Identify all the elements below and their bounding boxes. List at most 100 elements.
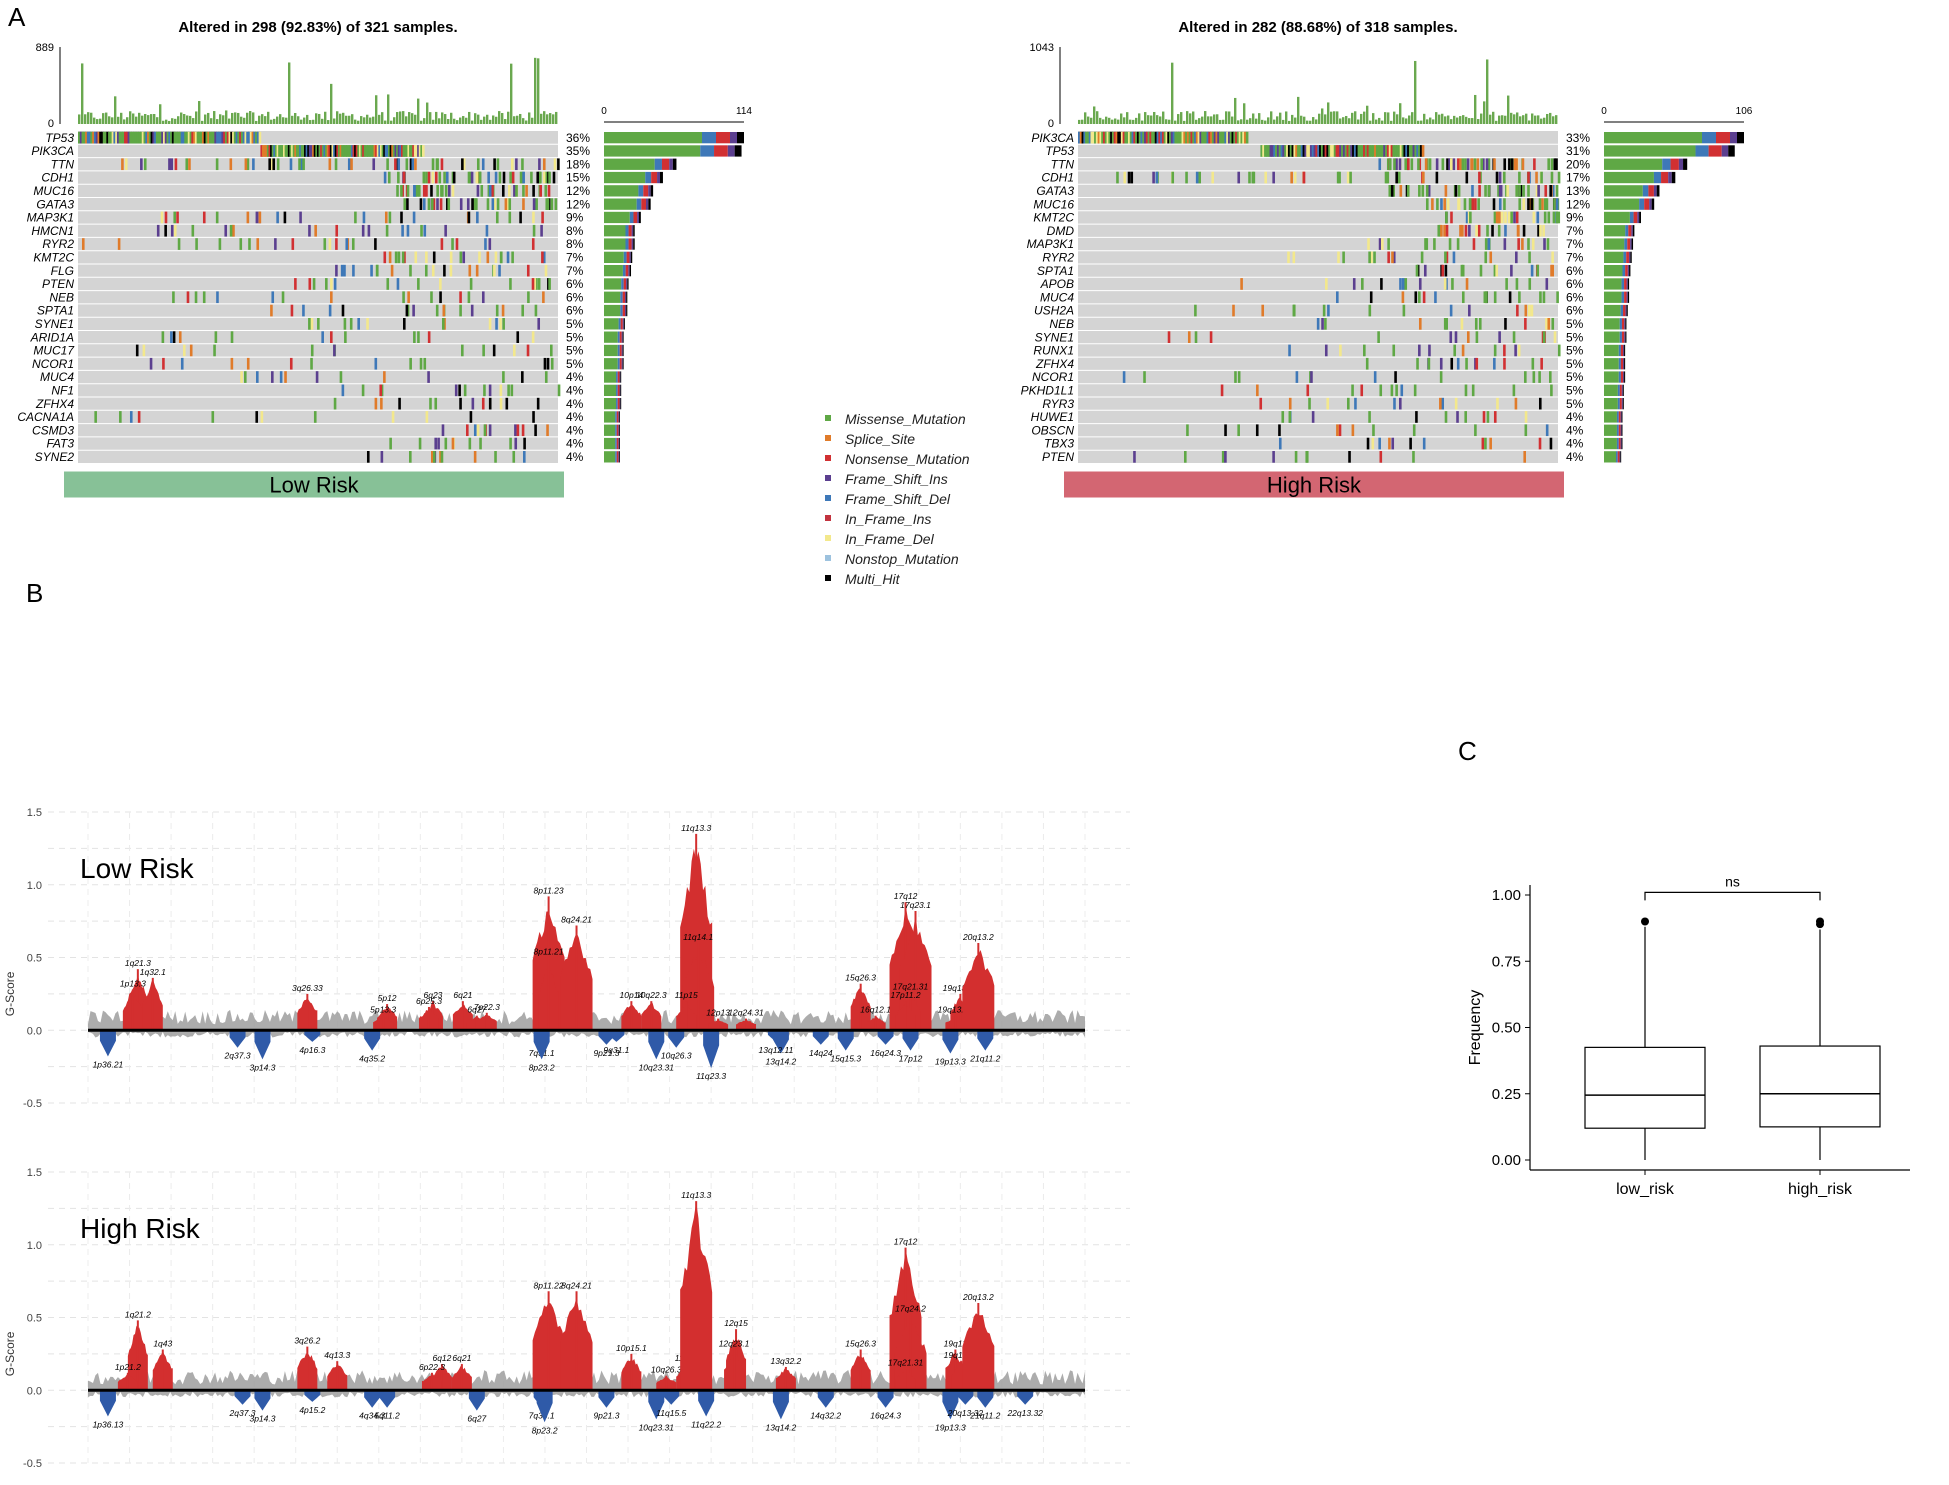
mutation-cell xyxy=(1197,131,1201,144)
mutation-cell xyxy=(255,211,259,224)
gene-bar-segment-gata3 xyxy=(641,198,646,210)
mutation-cell xyxy=(411,158,415,171)
tmb-bar xyxy=(1279,112,1282,124)
mutation-cell xyxy=(162,357,165,370)
del-peak-label: 10q26.3 xyxy=(661,1051,692,1061)
mutation-cell xyxy=(316,145,320,157)
mutation-cell xyxy=(314,224,317,237)
mutation-cell xyxy=(1130,171,1134,184)
mutation-cell xyxy=(1393,158,1396,171)
gene-pct-apob: 6% xyxy=(1566,277,1584,291)
legend-swatch-frame_shift_ins xyxy=(825,475,831,481)
mutation-cell xyxy=(239,131,242,144)
mutation-cell xyxy=(419,198,423,210)
gene-bar-segment-tp53 xyxy=(702,132,716,144)
mutation-cell xyxy=(1306,145,1309,157)
mutation-cell xyxy=(102,131,106,144)
mutation-cell xyxy=(483,384,486,397)
legend-label-missense_mutation: Missense_Mutation xyxy=(845,411,966,427)
tmb-bar xyxy=(528,112,531,124)
gene-pct-ttn: 20% xyxy=(1566,157,1590,171)
mutation-cell xyxy=(176,211,179,224)
mutation-cell xyxy=(1550,384,1553,397)
gene-bar-segment-obscn xyxy=(1618,424,1621,436)
mutation-cell xyxy=(1145,131,1149,144)
tmb-bar xyxy=(201,120,204,124)
mutation-cell xyxy=(1294,451,1298,463)
tmb-bar xyxy=(507,111,510,124)
mutation-cell xyxy=(273,145,276,157)
gene-label-kmt2c: KMT2C xyxy=(1033,211,1074,225)
mutation-cell xyxy=(148,131,152,144)
tmb-bar xyxy=(1294,117,1297,124)
mutation-cell xyxy=(481,158,485,171)
mutation-cell xyxy=(1522,185,1525,197)
mutation-cell xyxy=(379,145,383,157)
gene-label-fat3: FAT3 xyxy=(46,437,74,451)
y-axis-label: G-Score xyxy=(3,1331,17,1376)
mutation-cell xyxy=(256,131,260,144)
mutation-cell xyxy=(1484,238,1488,250)
mutation-cell xyxy=(1474,357,1477,370)
tmb-bar xyxy=(1363,111,1366,124)
mutation-cell xyxy=(1120,131,1124,144)
mutation-cell xyxy=(329,145,333,157)
mutation-cell xyxy=(1163,131,1167,144)
mutation-cell xyxy=(1347,397,1350,410)
del-peak-16q24.3 xyxy=(877,1030,894,1045)
tmb-bar xyxy=(288,62,291,124)
del-peak-11q15.5 xyxy=(663,1390,680,1405)
mutation-cell xyxy=(1316,318,1320,330)
gene-bar-segment-ncor1 xyxy=(1620,371,1624,383)
mutation-cell xyxy=(539,171,542,184)
gene-bar-segment-pik3ca xyxy=(1604,132,1702,144)
mutation-cell xyxy=(1498,198,1502,210)
gene-bar-segment-ryr2 xyxy=(631,238,634,250)
tmb-bar xyxy=(498,111,501,124)
mutation-cell xyxy=(360,145,364,157)
mutation-cell xyxy=(1394,145,1397,157)
mutation-cell xyxy=(164,211,168,224)
del-peak-label: 9q31.1 xyxy=(603,1045,629,1055)
mutation-cell xyxy=(260,411,264,423)
mutation-cell xyxy=(1485,158,1489,171)
mutation-cell xyxy=(1219,131,1222,144)
mutation-cell xyxy=(226,131,230,144)
mutation-cell xyxy=(512,451,516,463)
mutation-cell xyxy=(1388,185,1392,197)
mutation-cell xyxy=(476,211,479,224)
mutation-cell xyxy=(511,158,514,171)
mutation-cell xyxy=(410,145,414,157)
mutation-cell xyxy=(1528,278,1532,290)
mutation-cell xyxy=(1412,451,1415,463)
gene-label-tp53: TP53 xyxy=(1045,144,1074,158)
mutation-cell xyxy=(1331,145,1335,157)
gene-label-muc4: MUC4 xyxy=(1040,290,1074,304)
gene-bar-segment-map3k1 xyxy=(633,211,638,224)
del-peak-label: 10q23.31 xyxy=(639,1062,675,1072)
mutation-cell xyxy=(513,185,516,197)
mutation-cell xyxy=(1454,397,1458,410)
mutation-cell xyxy=(1325,278,1328,290)
mutation-cell xyxy=(276,158,280,171)
mutation-cell xyxy=(521,158,524,171)
mutation-cell xyxy=(136,131,140,144)
mutation-cell xyxy=(1464,411,1468,423)
mutation-cell xyxy=(1179,131,1183,144)
mutation-cell xyxy=(1439,397,1442,410)
del-peak-label: 17p12 xyxy=(899,1054,923,1064)
tmb-bar xyxy=(285,117,288,124)
mutation-cell xyxy=(1502,171,1506,184)
mutation-cell xyxy=(486,251,490,264)
tmb-bar xyxy=(1438,114,1441,124)
mutation-cell xyxy=(113,131,117,144)
gene-bar-segment-kmt2c xyxy=(629,251,631,263)
gene-bar-segment-neb xyxy=(604,291,621,303)
mutation-cell xyxy=(1495,171,1499,184)
tmb-bar xyxy=(327,120,330,124)
mutation-cell xyxy=(1530,304,1534,317)
mutation-cell xyxy=(339,145,343,157)
mutation-cell xyxy=(1555,185,1559,197)
gene-bar-segment-obscn xyxy=(1616,424,1619,436)
gene-bar-segment-tp53 xyxy=(1721,145,1729,157)
